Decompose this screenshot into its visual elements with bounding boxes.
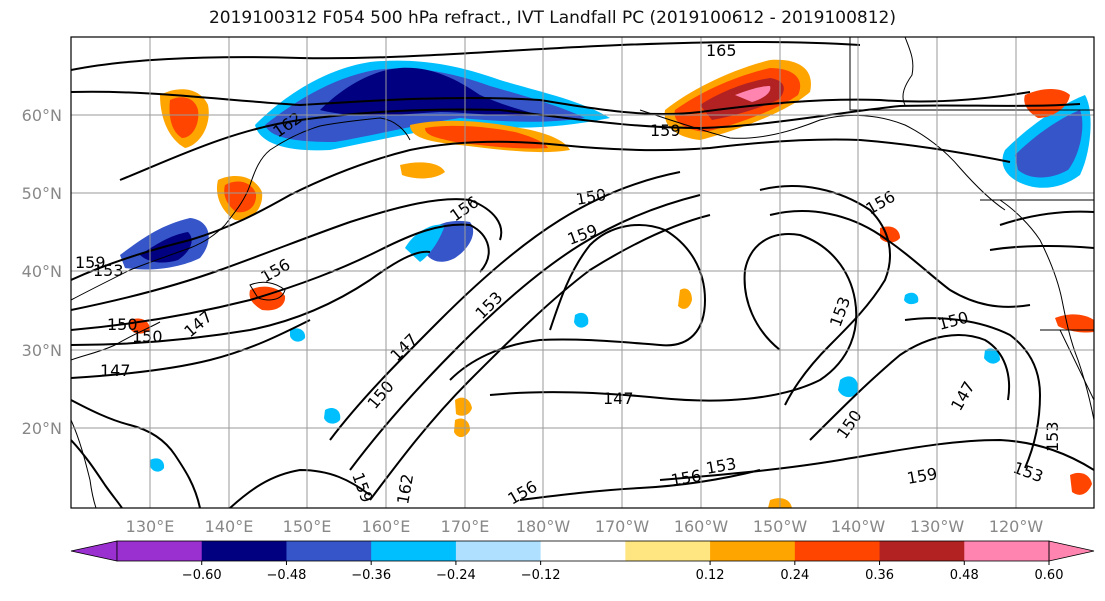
lon-label: 150°E (283, 517, 332, 536)
colorbar-segment (540, 541, 626, 561)
contour-label: 159 (650, 121, 681, 140)
coastlines (71, 37, 1094, 508)
lon-label: 140°W (831, 517, 886, 536)
colorbar-segments (70, 540, 1095, 562)
colorbar-segment (625, 541, 711, 561)
lon-label: 130°E (126, 517, 175, 536)
lon-label: 150°W (753, 517, 808, 536)
graticule (71, 37, 1094, 508)
page-title: 2019100312 F054 500 hPa refract., IVT La… (208, 8, 896, 28)
contour-label: 153 (1043, 421, 1062, 452)
colorbar-segment (286, 541, 372, 561)
colorbar-tick-label: −0.60 (182, 568, 222, 583)
colorbar-tick-label: −0.12 (521, 568, 561, 583)
colorbar-segment (794, 541, 881, 561)
colorbar-tick-label: 0.36 (865, 568, 894, 583)
lon-label: 160°E (362, 517, 411, 536)
colorbar-segment (201, 541, 287, 561)
colorbar-segment (455, 541, 542, 561)
colorbar-outline (116, 540, 1050, 562)
lat-label: 60°N (22, 106, 62, 125)
contour-label: 165 (706, 41, 737, 60)
colorbar-extend-left (70, 540, 118, 562)
lat-label: 20°N (22, 419, 62, 438)
contour-label: 159 (75, 253, 106, 272)
lat-label: 40°N (22, 262, 62, 281)
colorbar-segment (964, 541, 1050, 561)
colorbar-segment (879, 541, 965, 561)
colorbar-tick-label: −0.24 (436, 568, 476, 583)
latitude-labels: 60°N 50°N 40°N 30°N 20°N (22, 106, 62, 438)
lon-label: 120°W (989, 517, 1044, 536)
lon-label: 140°E (205, 517, 254, 536)
colorbar-tick-label: 0.24 (780, 568, 809, 583)
colorbar-tick-label: 0.60 (1035, 568, 1064, 583)
lat-label: 30°N (22, 341, 62, 360)
lon-label: 170°W (595, 517, 650, 536)
map-frame (70, 36, 1095, 509)
lon-label: 160°W (674, 517, 729, 536)
contour-label: 147 (603, 389, 634, 408)
lon-label: 170°E (441, 517, 490, 536)
contour-label: 150 (132, 327, 163, 346)
lon-label: 130°W (910, 517, 965, 536)
longitude-labels: 130°E 140°E 150°E 160°E 170°E 180°W 170°… (126, 517, 1044, 536)
colorbar-tick-label: −0.36 (351, 568, 391, 583)
lon-label: 180°W (516, 517, 571, 536)
colorbar-segment (710, 541, 796, 561)
shaded-field (120, 59, 1094, 508)
colorbar-tick-label: 0.48 (950, 568, 979, 583)
contours (71, 40, 1094, 508)
lat-label: 50°N (22, 184, 62, 203)
colorbar-segment (371, 541, 457, 561)
contour-label: 147 (100, 361, 131, 380)
colorbar-segment (117, 541, 203, 561)
colorbar-extend-right (1048, 540, 1095, 562)
colorbar: −0.60 −0.48 −0.36 −0.24 −0.12 0.12 0.24 0.36 0.4… (70, 540, 1095, 583)
colorbar-ticks: −0.60 −0.48 −0.36 −0.24 −0.12 0.12 0.24 0.36 0.4… (182, 561, 1064, 583)
colorbar-tick-label: −0.48 (267, 568, 307, 583)
colorbar-tick-label: 0.12 (696, 568, 725, 583)
contour-label: 150 (107, 315, 138, 334)
